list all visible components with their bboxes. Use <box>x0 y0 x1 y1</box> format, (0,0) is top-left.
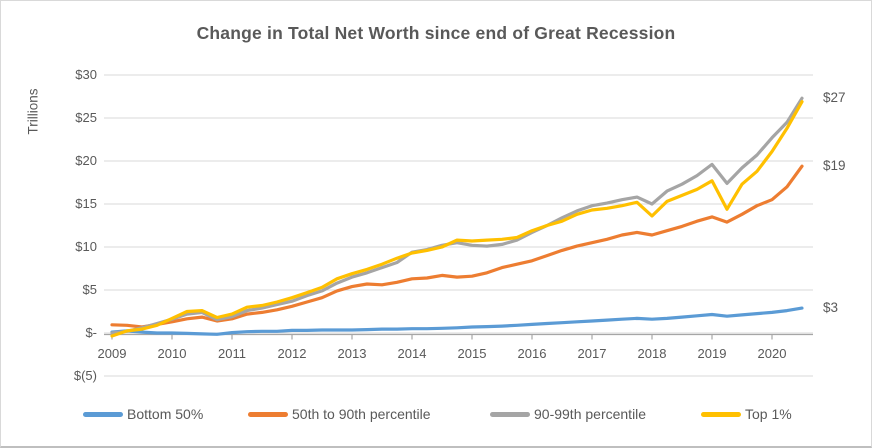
y-tick-label: $20 <box>75 153 97 168</box>
series-line-bottom-50- <box>110 306 804 336</box>
end-label-90-99th-percentile: $27 <box>823 90 846 106</box>
x-tick-label: 2018 <box>637 346 667 361</box>
x-tick-label: 2009 <box>97 346 127 361</box>
y-tick-label: $(5) <box>73 368 97 383</box>
y-tick-label: $30 <box>75 67 97 82</box>
y-tick-label: $25 <box>75 110 97 125</box>
chart-title: Change in Total Net Worth since end of G… <box>196 23 676 43</box>
end-label-50th-to-90th-percentile: $19 <box>823 158 846 174</box>
x-tick-label: 2015 <box>457 346 487 361</box>
x-tick-label: 2011 <box>218 346 246 361</box>
x-tick-label: 2017 <box>577 346 607 361</box>
end-label-bottom-50-: $3 <box>823 300 839 316</box>
x-tick-label: 2014 <box>397 346 427 361</box>
series-line-90-99th-percentile <box>110 96 804 335</box>
y-tick-label: $- <box>85 325 97 340</box>
y-tick-label: $10 <box>75 239 97 254</box>
x-tick-label: 2012 <box>277 346 307 361</box>
y-tick-label: $5 <box>82 282 97 297</box>
x-tick-label: 2013 <box>337 346 367 361</box>
x-tick-label: 2019 <box>697 346 727 361</box>
series-line-top-1- <box>110 100 804 338</box>
x-tick-label: 2010 <box>157 346 187 361</box>
series-line-50th-to-90th-percentile <box>110 164 804 329</box>
x-tick-label: 2016 <box>517 346 547 361</box>
y-tick-label: $15 <box>75 196 97 211</box>
x-tick-label: 2020 <box>757 346 787 361</box>
